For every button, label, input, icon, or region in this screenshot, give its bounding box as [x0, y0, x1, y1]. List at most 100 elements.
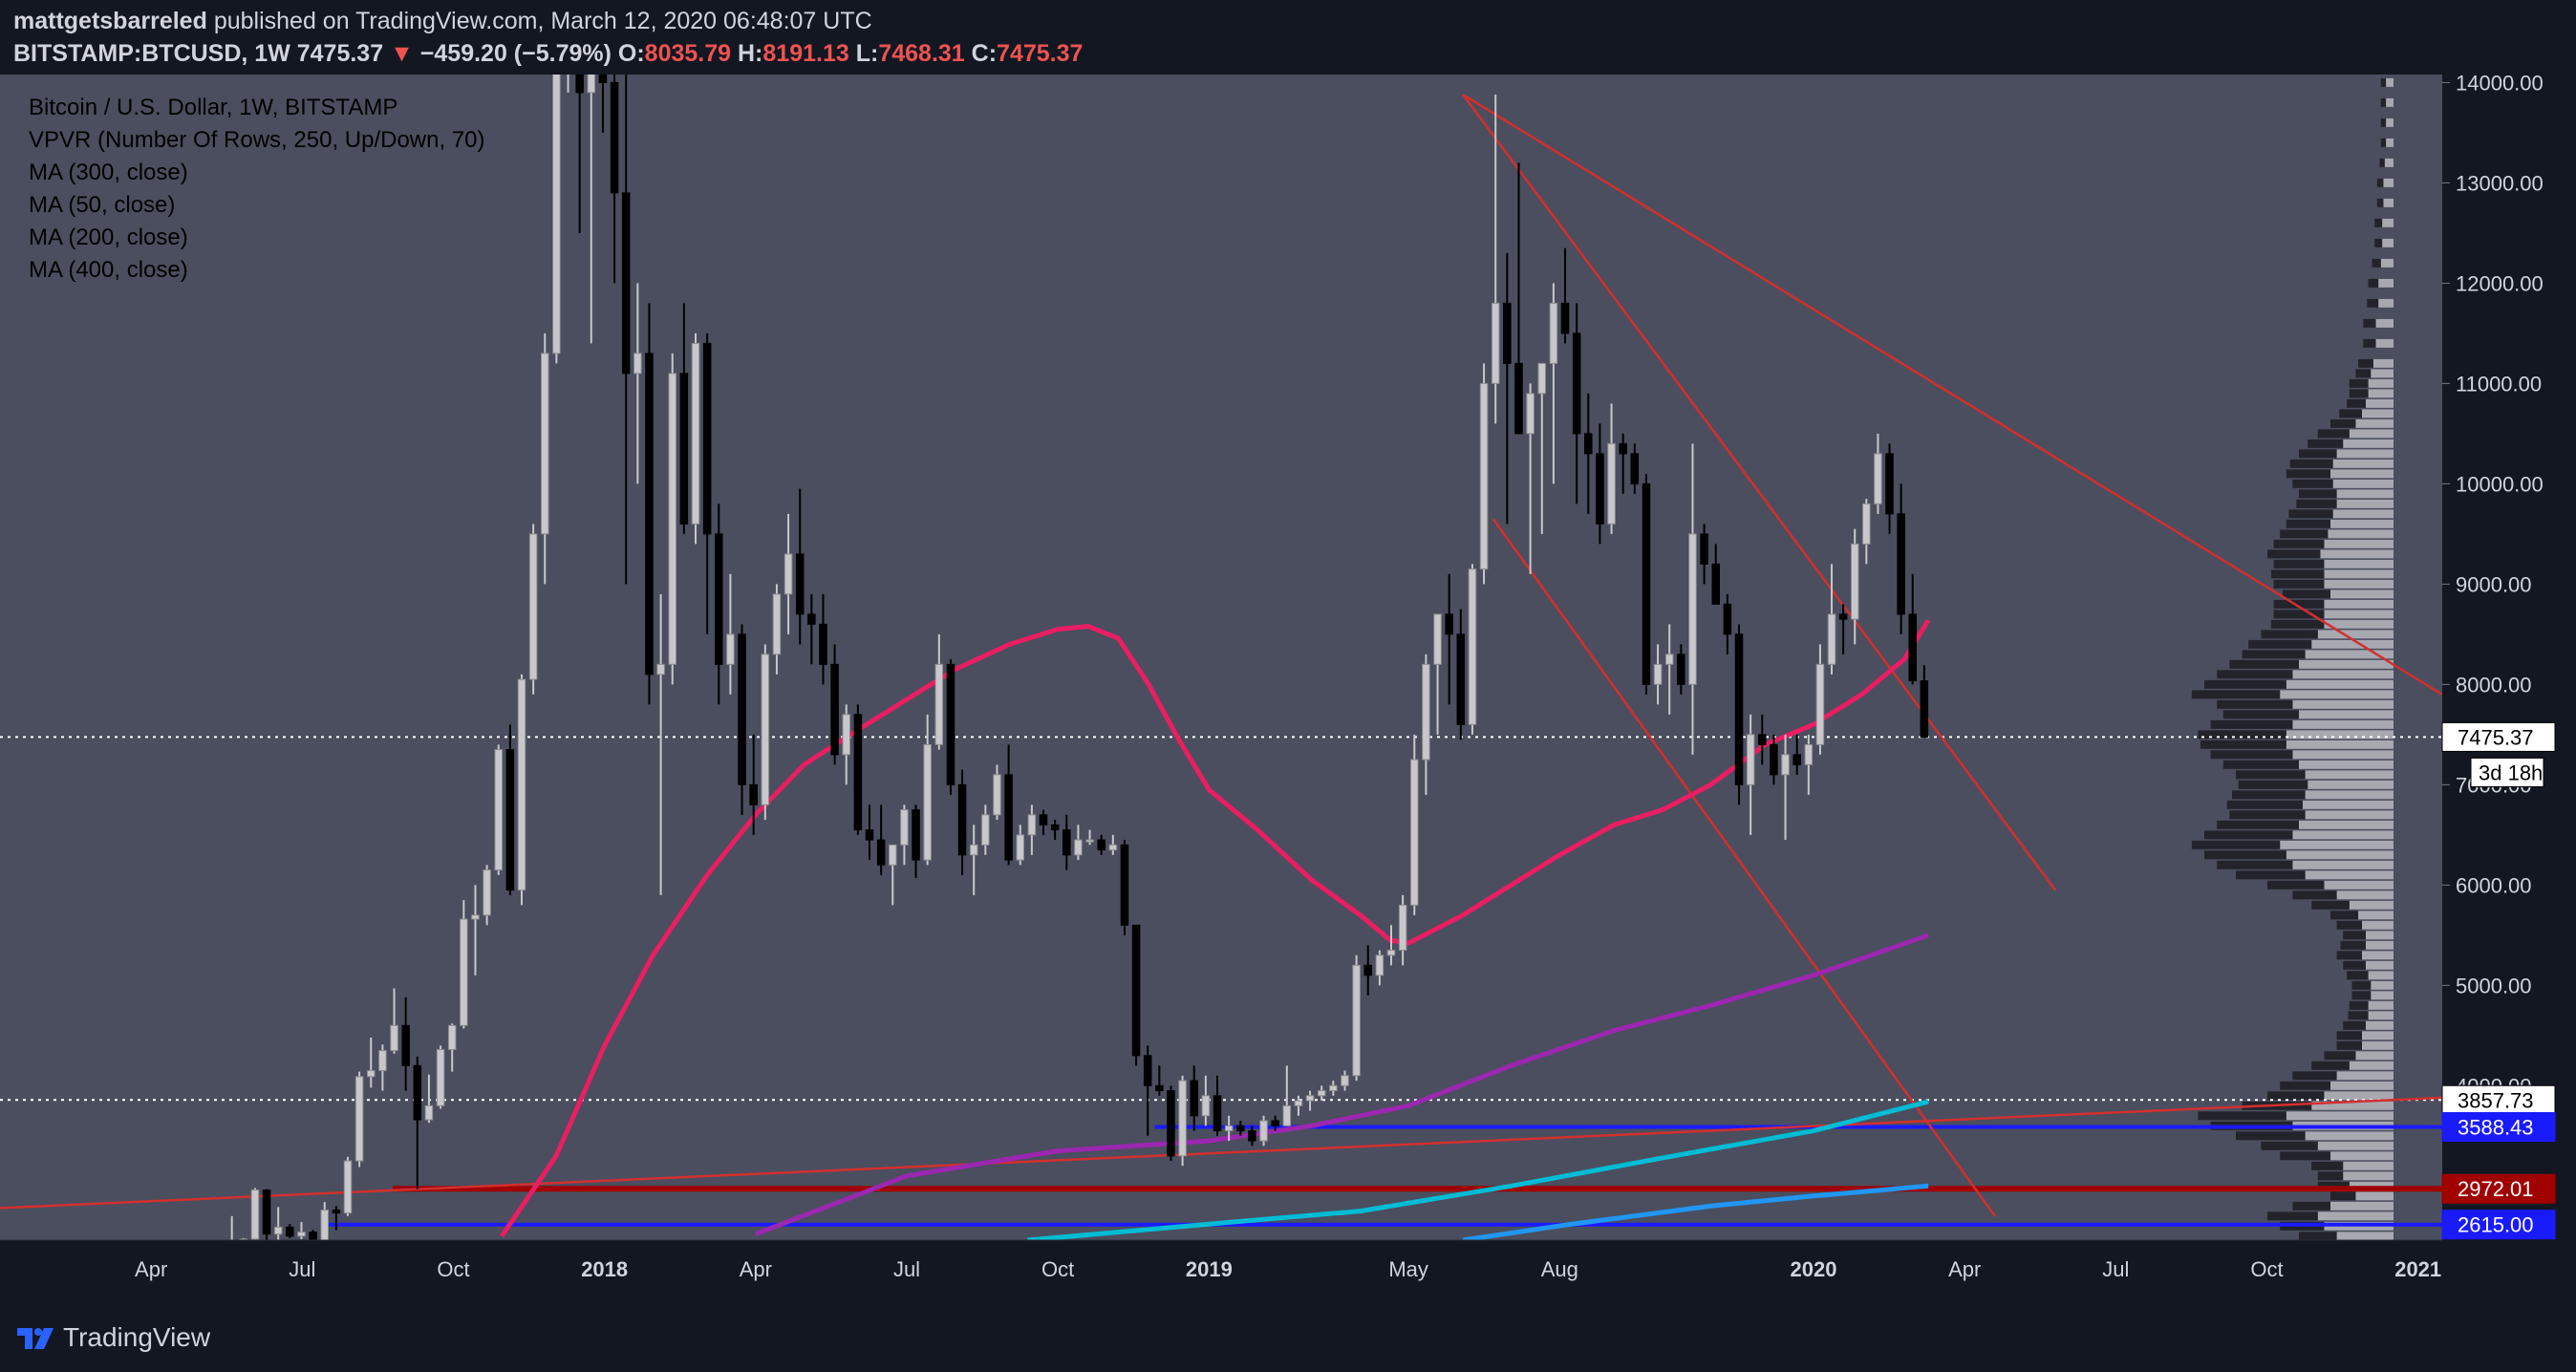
- candle-body: [946, 663, 955, 785]
- volume-profile-up-bar: [2375, 318, 2394, 328]
- candle-body: [795, 553, 805, 615]
- volume-profile-down-bar: [2343, 931, 2366, 940]
- candle-body: [679, 373, 689, 525]
- volume-profile-down-bar: [2347, 398, 2366, 408]
- volume-profile-down-bar: [2267, 880, 2325, 890]
- volume-profile-up-bar: [2328, 529, 2394, 539]
- candle-body: [1120, 844, 1129, 926]
- volume-profile-up-bar: [2332, 479, 2394, 488]
- x-axis: Apr Jul Oct 2018 Apr Jul Oct 2019 May Aug 2020 Apr J…: [0, 1239, 2442, 1281]
- volume-profile-up-bar: [2336, 499, 2394, 508]
- candle-body: [1827, 613, 1836, 665]
- price-chart[interactable]: Bitcoin / U.S. Dollar, 1W, BITSTAMP VPVR …: [0, 75, 2576, 1303]
- volume-profile-up-bar: [2336, 449, 2394, 459]
- candle-body: [1143, 1055, 1152, 1086]
- y-tick-label: 10000.00: [2456, 472, 2544, 496]
- volume-profile-down-bar: [2349, 1000, 2369, 1010]
- legend-entry: MA (50, close): [29, 192, 175, 218]
- volume-profile-up-bar: [2386, 138, 2394, 147]
- volume-profile-up-bar: [2332, 459, 2394, 468]
- volume-profile-down-bar: [2191, 690, 2281, 699]
- candle-body: [262, 1190, 271, 1235]
- candle-body: [1920, 680, 1929, 738]
- candle-body: [656, 663, 665, 675]
- candle-body: [1908, 613, 1917, 682]
- candle-body: [1468, 568, 1477, 725]
- volume-profile-down-bar: [2336, 1031, 2362, 1040]
- candle-body: [483, 869, 491, 916]
- open-value: 8035.79: [644, 40, 732, 67]
- ohlc-line: BITSTAMP:BTCUSD, 1W 7475.37 ▼ −459.20 (−…: [13, 40, 1083, 68]
- volume-profile-down-bar: [2248, 639, 2312, 649]
- volume-profile-up-bar: [2286, 679, 2394, 689]
- volume-profile-up-bar: [2292, 699, 2394, 709]
- x-tick-label: 2019: [1186, 1257, 1233, 1281]
- candle-body: [923, 743, 932, 861]
- last-price: 7475.37: [296, 40, 384, 67]
- candle-body: [1734, 633, 1744, 785]
- volume-profile-down-bar: [2204, 830, 2293, 840]
- volume-profile-up-bar: [2368, 1011, 2394, 1020]
- volume-profile-up-bar: [2305, 650, 2394, 659]
- candle-body: [726, 633, 735, 665]
- candle-body: [691, 342, 700, 525]
- volume-profile-up-bar: [2311, 639, 2394, 649]
- volume-profile-down-bar: [2280, 1081, 2330, 1090]
- legend-entry: VPVR (Number Of Rows, 250, Up/Down, 70): [29, 127, 485, 153]
- candle-body: [934, 663, 944, 745]
- volume-profile-down-bar: [2351, 980, 2372, 990]
- candle-body: [900, 809, 909, 846]
- volume-profile-down-bar: [2236, 870, 2306, 880]
- candle-body: [332, 1210, 341, 1214]
- candle-body: [668, 373, 677, 665]
- candle-body: [1700, 533, 1708, 565]
- volume-profile-down-bar: [2229, 659, 2299, 669]
- candle-body: [1341, 1075, 1349, 1086]
- x-tick-label: Oct: [437, 1257, 469, 1281]
- volume-profile-down-bar: [2330, 418, 2356, 428]
- author-name[interactable]: mattgetsbarreled: [13, 8, 207, 34]
- high-label: H:: [738, 40, 763, 67]
- price-label-box: [2441, 1084, 2556, 1115]
- volume-profile-up-bar: [2299, 710, 2394, 719]
- candle-body: [286, 1226, 294, 1237]
- candle-body: [424, 1104, 434, 1121]
- candle-body: [1653, 663, 1663, 685]
- volume-profile-up-bar: [2365, 940, 2394, 950]
- candle-body: [1642, 482, 1651, 685]
- trendline: [1462, 93, 2442, 696]
- candle-body: [738, 633, 746, 785]
- x-tick-label: 2021: [2394, 1257, 2441, 1281]
- volume-profile-down-bar: [2340, 940, 2366, 950]
- y-tick-label: 13000.00: [2456, 171, 2544, 195]
- candle-body: [1781, 754, 1790, 776]
- volume-profile-up-bar: [2382, 238, 2394, 247]
- volume-profile-down-bar: [2367, 298, 2379, 308]
- moving-average-line: [1462, 1183, 1929, 1240]
- volume-profile-down-bar: [2349, 378, 2369, 388]
- candle-body: [494, 749, 504, 871]
- volume-profile-down-bar: [2267, 1091, 2325, 1101]
- moving-average-line: [500, 618, 1931, 1238]
- volume-profile-up-bar: [2330, 1201, 2394, 1211]
- volume-profile-up-bar: [2320, 549, 2394, 559]
- candle-body: [957, 783, 967, 856]
- candle-body: [1236, 1125, 1245, 1132]
- x-tick-label: Oct: [2250, 1257, 2283, 1281]
- volume-profile-up-bar: [2286, 1111, 2394, 1121]
- volume-profile-down-bar: [2288, 509, 2333, 519]
- volume-profile-up-bar: [2317, 1211, 2394, 1221]
- candle-body: [761, 654, 770, 805]
- volume-profile-down-bar: [2330, 1191, 2356, 1201]
- candle-body: [1039, 814, 1048, 825]
- volume-profile-up-bar: [2305, 790, 2394, 800]
- x-tick-label: Oct: [1041, 1257, 1074, 1281]
- tradingview-brand[interactable]: TradingView: [63, 1322, 211, 1352]
- y-axis-panel: [2442, 75, 2576, 1240]
- candle-body: [1050, 824, 1060, 831]
- y-tick-label: 6000.00: [2456, 873, 2532, 897]
- volume-profile-up-bar: [2324, 1091, 2394, 1101]
- volume-profile-up-bar: [2330, 519, 2394, 528]
- candle-body: [320, 1210, 329, 1240]
- candle-body: [1004, 774, 1013, 861]
